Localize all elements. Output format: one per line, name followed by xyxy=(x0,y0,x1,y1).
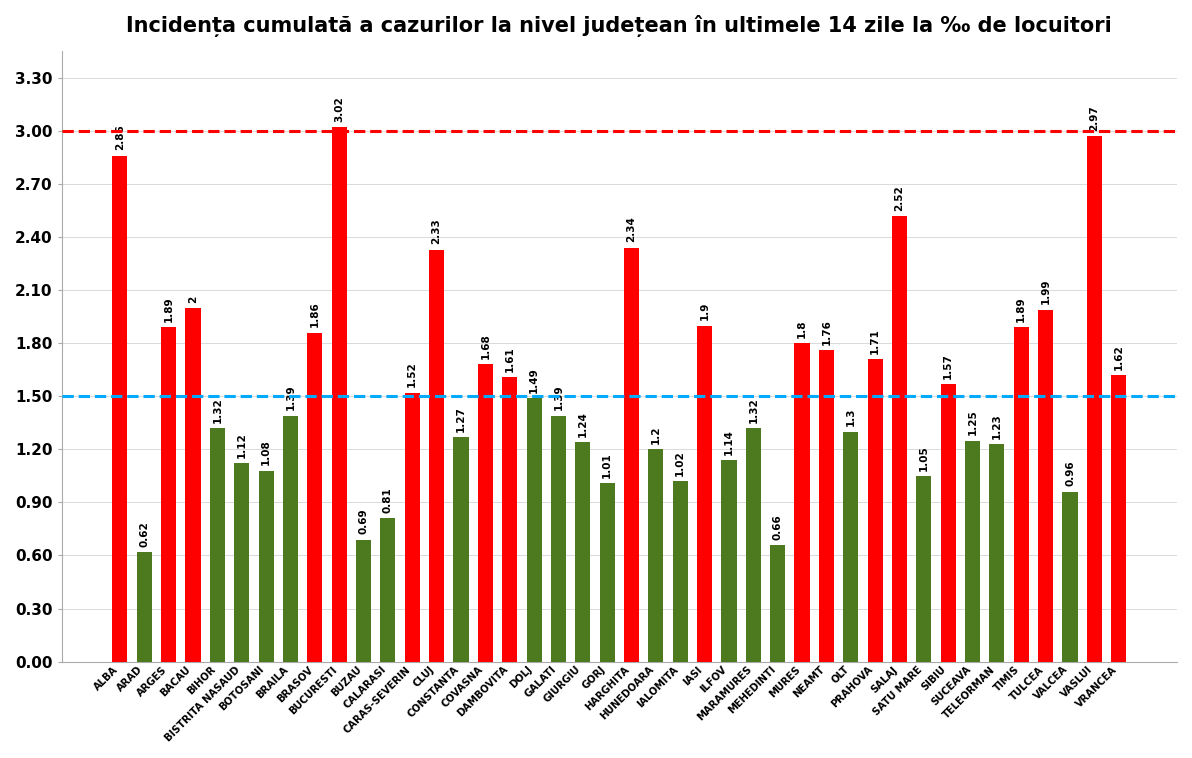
Text: 1.39: 1.39 xyxy=(285,385,296,410)
Text: 0.66: 0.66 xyxy=(772,514,783,540)
Text: 1.12: 1.12 xyxy=(237,432,247,458)
Bar xyxy=(331,127,347,662)
Text: 1.01: 1.01 xyxy=(602,452,613,478)
Bar xyxy=(429,249,445,662)
Text: 2.97: 2.97 xyxy=(1089,105,1099,131)
Bar xyxy=(623,248,639,662)
Text: 1.14: 1.14 xyxy=(724,429,734,455)
Bar xyxy=(600,483,615,662)
Bar xyxy=(112,156,128,662)
Bar xyxy=(502,377,517,662)
Text: 0.96: 0.96 xyxy=(1064,461,1075,487)
Bar xyxy=(940,384,956,662)
Text: 1.32: 1.32 xyxy=(749,397,758,423)
Bar xyxy=(1013,327,1029,662)
Bar xyxy=(259,471,274,662)
Bar xyxy=(186,308,200,662)
Text: 1.08: 1.08 xyxy=(261,440,271,465)
Bar xyxy=(648,449,664,662)
Text: 1.39: 1.39 xyxy=(553,385,564,410)
Bar xyxy=(1038,309,1054,662)
Text: 1.86: 1.86 xyxy=(310,302,319,327)
Text: 1.24: 1.24 xyxy=(578,411,588,437)
Text: 2.86: 2.86 xyxy=(114,125,125,151)
Text: 1.89: 1.89 xyxy=(163,296,174,322)
Bar xyxy=(380,518,396,662)
Bar xyxy=(966,440,980,662)
Text: 1.23: 1.23 xyxy=(992,413,1002,439)
Bar xyxy=(892,216,907,662)
Bar xyxy=(672,481,688,662)
Bar xyxy=(551,415,566,662)
Bar xyxy=(405,393,420,662)
Bar xyxy=(989,444,1005,662)
Text: 1.05: 1.05 xyxy=(919,445,929,471)
Bar xyxy=(795,343,809,662)
Bar xyxy=(234,463,249,662)
Text: 2: 2 xyxy=(188,296,198,302)
Text: 1.3: 1.3 xyxy=(846,408,856,426)
Text: 0.62: 0.62 xyxy=(139,521,149,547)
Text: 1.71: 1.71 xyxy=(870,328,880,354)
Bar xyxy=(1087,136,1101,662)
Bar xyxy=(819,350,834,662)
Text: 3.02: 3.02 xyxy=(334,96,344,122)
Text: 1.32: 1.32 xyxy=(212,397,223,423)
Bar xyxy=(161,327,176,662)
Title: Incidența cumulată a cazurilor la nivel județean în ultimele 14 zile la ‰ de loc: Incidența cumulată a cazurilor la nivel … xyxy=(126,15,1112,37)
Bar xyxy=(843,431,858,662)
Bar xyxy=(917,476,931,662)
Text: 1.61: 1.61 xyxy=(504,346,515,371)
Text: 2.33: 2.33 xyxy=(432,218,441,244)
Text: 1.49: 1.49 xyxy=(529,367,539,393)
Text: 1.68: 1.68 xyxy=(480,334,490,359)
Text: 1.62: 1.62 xyxy=(1113,344,1124,370)
Bar xyxy=(1062,492,1078,662)
Bar xyxy=(210,428,225,662)
Text: 1.9: 1.9 xyxy=(700,302,709,320)
Bar xyxy=(576,442,590,662)
Bar xyxy=(527,398,541,662)
Text: 2.34: 2.34 xyxy=(627,217,637,243)
Bar xyxy=(137,552,151,662)
Bar xyxy=(746,428,760,662)
Text: 0.81: 0.81 xyxy=(383,487,393,513)
Bar xyxy=(868,359,883,662)
Bar xyxy=(1111,375,1126,662)
Text: 1.52: 1.52 xyxy=(408,362,417,387)
Bar xyxy=(770,545,786,662)
Bar xyxy=(283,415,298,662)
Bar xyxy=(308,333,322,662)
Bar xyxy=(697,325,712,662)
Text: 1.76: 1.76 xyxy=(821,319,831,345)
Text: 1.57: 1.57 xyxy=(943,352,954,378)
Text: 1.27: 1.27 xyxy=(457,406,466,431)
Bar xyxy=(478,365,492,662)
Text: 1.89: 1.89 xyxy=(1017,296,1026,322)
Text: 1.99: 1.99 xyxy=(1041,279,1050,304)
Text: 1.8: 1.8 xyxy=(797,319,807,338)
Text: 2.52: 2.52 xyxy=(894,185,905,211)
Bar xyxy=(453,437,468,662)
Text: 1.25: 1.25 xyxy=(968,409,977,435)
Text: 0.69: 0.69 xyxy=(359,509,368,534)
Bar xyxy=(721,460,737,662)
Text: 1.02: 1.02 xyxy=(675,450,685,476)
Text: 1.2: 1.2 xyxy=(651,425,660,444)
Bar xyxy=(356,540,371,662)
